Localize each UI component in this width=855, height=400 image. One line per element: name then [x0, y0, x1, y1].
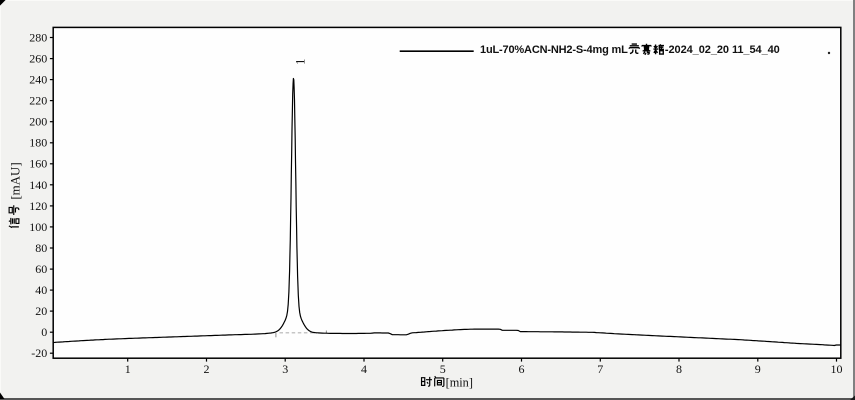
svg-text:9: 9	[755, 362, 761, 376]
svg-text:1uL-70%ACN-NH2-S-4mg mL: 1uL-70%ACN-NH2-S-4mg mL	[480, 44, 628, 56]
svg-text:-2024_02_20 11_54_40: -2024_02_20 11_54_40	[665, 44, 780, 56]
svg-text:260: 260	[29, 52, 47, 66]
svg-text:[mAU]: [mAU]	[9, 162, 23, 199]
svg-text:140: 140	[29, 178, 47, 192]
svg-text:240: 240	[29, 73, 47, 87]
svg-text:0: 0	[41, 325, 47, 339]
svg-text:180: 180	[29, 136, 47, 150]
svg-text:1: 1	[125, 362, 131, 376]
svg-text:3: 3	[282, 362, 288, 376]
svg-text:20: 20	[35, 304, 47, 318]
svg-text:2: 2	[204, 362, 210, 376]
svg-text:1: 1	[294, 59, 308, 65]
svg-text:60: 60	[35, 262, 47, 276]
svg-text:40: 40	[35, 283, 47, 297]
svg-text:120: 120	[29, 199, 47, 213]
svg-text:280: 280	[29, 30, 47, 44]
svg-text:6: 6	[519, 362, 525, 376]
svg-text:80: 80	[35, 241, 47, 255]
svg-text:7: 7	[597, 362, 603, 376]
svg-text:[min]: [min]	[446, 375, 473, 389]
svg-text:10: 10	[831, 362, 843, 376]
svg-text:200: 200	[29, 115, 47, 129]
svg-text:-20: -20	[31, 346, 47, 360]
svg-text:100: 100	[29, 220, 47, 234]
svg-text:8: 8	[676, 362, 682, 376]
svg-text:4: 4	[361, 362, 367, 376]
svg-text:220: 220	[29, 94, 47, 108]
svg-text:160: 160	[29, 157, 47, 171]
svg-text:5: 5	[440, 362, 446, 376]
